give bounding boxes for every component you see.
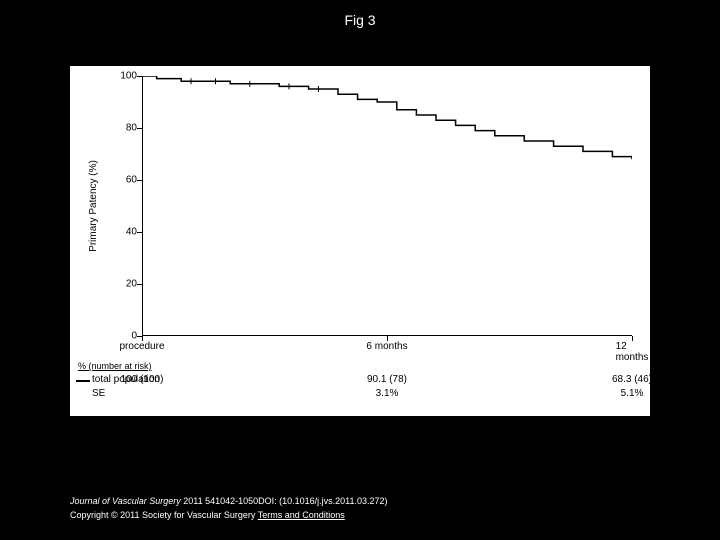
y-tick [137,232,142,233]
journal-name: Journal of Vascular Surgery [70,496,181,506]
risk-table-value: 5.1% [621,388,644,399]
y-tick-label: 20 [126,279,137,290]
terms-link[interactable]: Terms and Conditions [258,510,345,520]
risk-table-header: % (number at risk) [78,361,152,371]
chart-panel: Primary Patency (%) 020406080100procedur… [70,66,650,416]
figure-title: Fig 3 [344,12,375,28]
risk-table-value: 90.1 (78) [367,374,407,385]
y-tick-label: 60 [126,175,137,186]
y-tick-label: 40 [126,227,137,238]
risk-table-value: 3.1% [376,388,399,399]
x-tick-label: procedure [119,341,164,352]
copyright-text: Copyright © 2011 Society for Vascular Su… [70,510,345,520]
citation-details: 2011 541042-1050DOI: (10.1016/j.jvs.2011… [181,496,388,506]
x-tick-label: 12 months [616,341,649,363]
y-tick [137,284,142,285]
citation-text: Journal of Vascular Surgery 2011 541042-… [70,496,388,506]
y-tick-label: 100 [120,71,137,82]
legend-line-icon [76,380,90,382]
km-curve [142,76,632,336]
risk-table-value: 100 (100) [121,374,164,385]
y-tick [137,180,142,181]
y-tick-label: 0 [131,331,137,342]
risk-table-value: 68.3 (46) [612,374,652,385]
x-tick-label: 6 months [366,341,407,352]
risk-row-se-label: SE [92,388,105,399]
copyright-prefix: Copyright © 2011 Society for Vascular Su… [70,510,258,520]
y-tick [137,76,142,77]
y-tick-label: 80 [126,123,137,134]
y-tick [137,128,142,129]
plot-area: 020406080100procedure6 months12 months [142,76,632,336]
y-axis-label: Primary Patency (%) [88,160,99,252]
